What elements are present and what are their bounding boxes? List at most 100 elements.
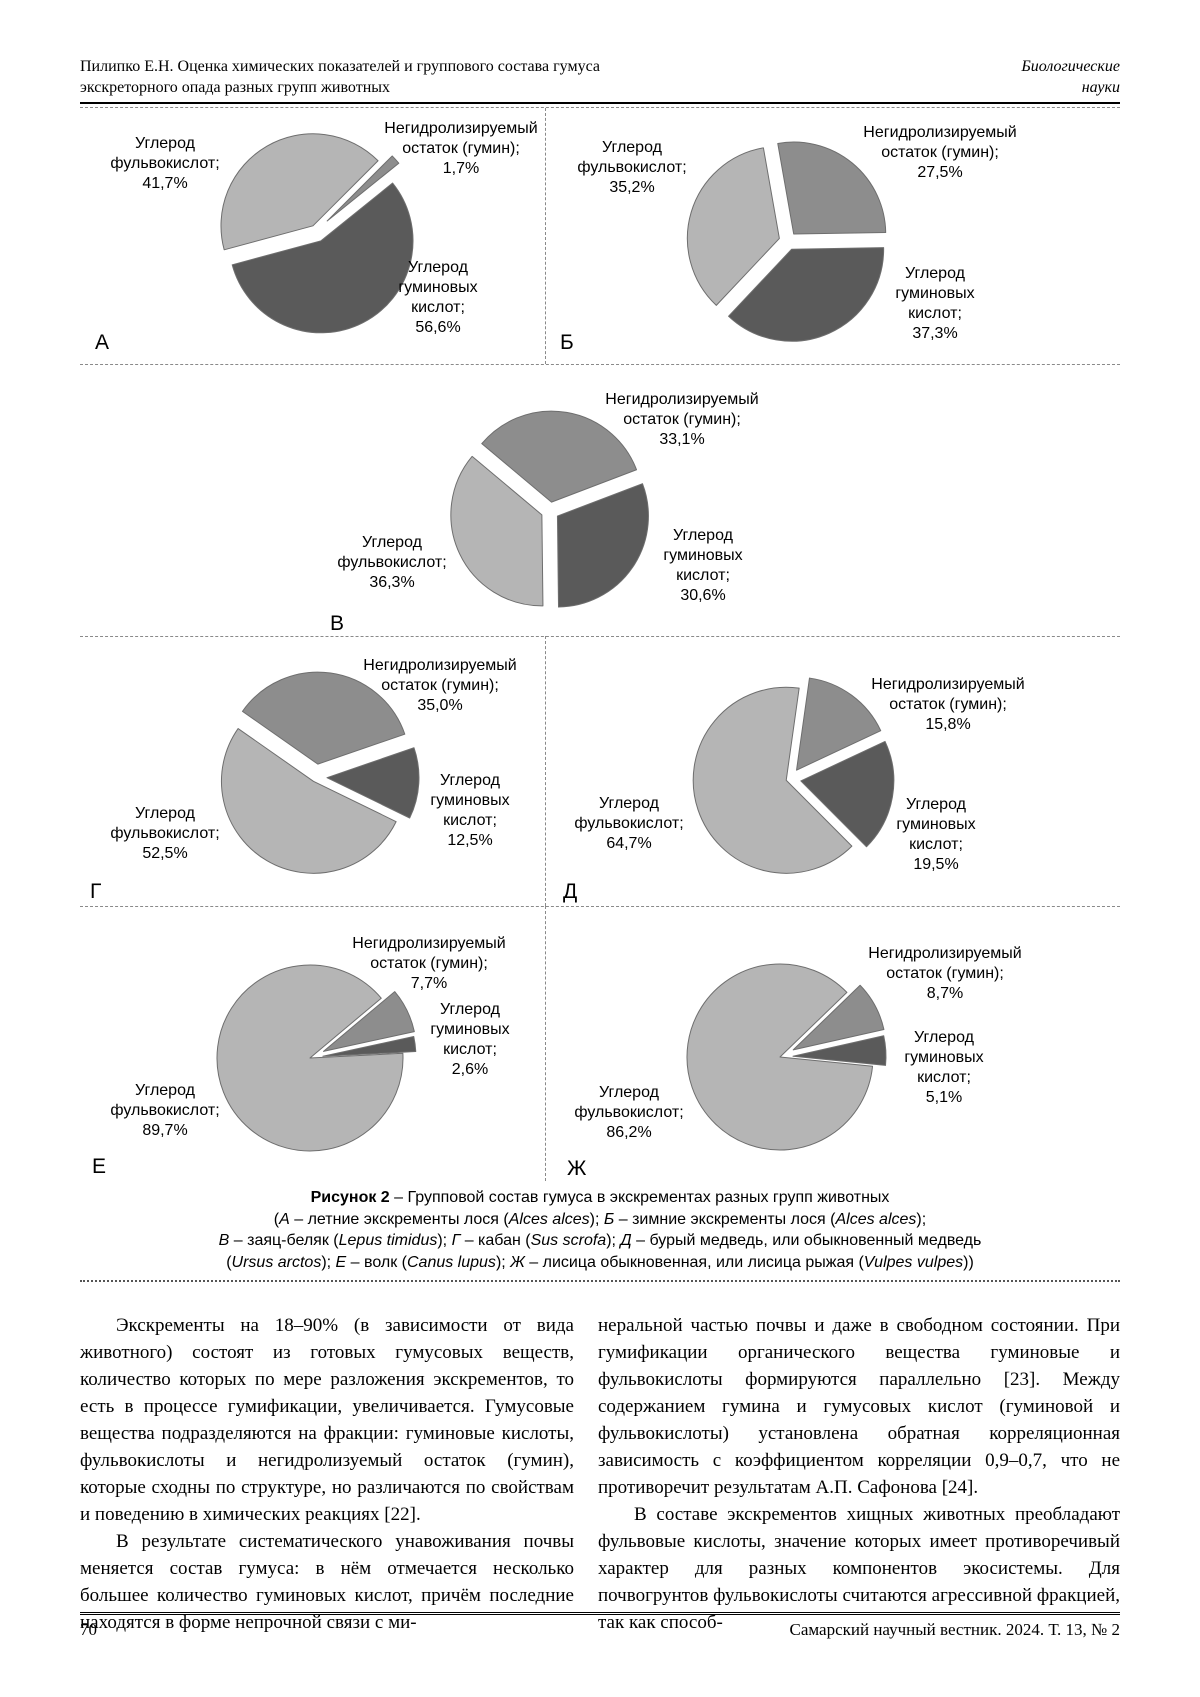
slice-label-name: Углерод фульвокислот; — [337, 534, 447, 571]
slice-label-value: 8,7% — [926, 985, 964, 1002]
slice-label-value: 64,7% — [606, 835, 652, 852]
slice-label-name: Углерод фульвокислот; — [574, 795, 684, 832]
article-body: Экскременты на 18–90% (в зависимости от … — [80, 1312, 1120, 1636]
pie-slice-fulvic — [216, 964, 404, 1152]
slice-label-fulvic: Углерод фульвокислот; 64,7% — [552, 794, 707, 854]
slice-label-name: Углерод гуминовых кислот; — [895, 265, 975, 322]
slice-label-humic: Углерод гуминовых кислот; 5,1% — [877, 1028, 1012, 1108]
slice-label-humin: Негидролизируемый остаток (гумин); 15,8% — [853, 675, 1043, 735]
slice-label-value: 19,5% — [913, 856, 959, 873]
paragraph: неральной частью почвы и даже в свободно… — [598, 1315, 1120, 1498]
section-name: Биологические науки — [1021, 56, 1120, 98]
slice-label-name: Углерод гуминовых кислот; — [896, 796, 976, 853]
slice-label-name: Негидролизируемый остаток (гумин); — [863, 124, 1017, 161]
pie-slice-humic — [792, 1035, 887, 1066]
journal-name: Самарский научный вестник. 2024. Т. 13, … — [789, 1620, 1121, 1639]
slice-label-value: 35,0% — [417, 697, 463, 714]
slice-label-name: Углерод гуминовых кислот; — [430, 772, 510, 829]
slice-label-value: 35,2% — [609, 179, 655, 196]
slice-label-humin: Негидролизируемый остаток (гумин); 35,0% — [345, 656, 535, 716]
slice-label-name: Негидролизируемый остаток (гумин); — [352, 935, 506, 972]
slice-label-fulvic: Углерод фульвокислот; 35,2% — [555, 138, 710, 198]
caption-divider — [80, 1280, 1120, 1282]
running-title-line2: экскреторного опада разных групп животны… — [80, 79, 390, 96]
slice-label-fulvic: Углерод фульвокислот; 41,7% — [88, 134, 243, 194]
body-column-right: неральной частью почвы и даже в свободно… — [598, 1312, 1120, 1636]
figure-grid-line-h — [80, 364, 1120, 365]
slice-label-humic: Углерод гуминовых кислот; 37,3% — [868, 264, 1003, 344]
figure-grid-line-v — [545, 636, 546, 906]
slice-label-name: Негидролизируемый остаток (гумин); — [605, 391, 759, 428]
pie-chart-Г — [220, 671, 420, 874]
pie-slice-humic — [231, 182, 414, 334]
slice-label-name: Негидролизируемый остаток (гумин); — [363, 657, 517, 694]
page-number: 70 — [80, 1620, 97, 1639]
slice-label-value: 5,1% — [925, 1089, 963, 1106]
pie-slice-humin — [796, 677, 882, 771]
slice-label-name: Углерод фульвокислот; — [574, 1084, 684, 1121]
figure-grid-line-v — [545, 108, 546, 364]
slice-label-humin: Негидролизируемый остаток (гумин); 1,7% — [366, 119, 556, 179]
section-name-line2: науки — [1081, 79, 1120, 96]
pie-slice-fulvic — [220, 728, 397, 874]
slice-label-name: Углерод фульвокислот; — [577, 139, 687, 176]
paragraph: В результате систематического унавоживан… — [80, 1531, 574, 1633]
slice-label-humic: Углерод гуминовых кислот; 56,6% — [371, 258, 506, 338]
slice-label-fulvic: Углерод фульвокислот; 86,2% — [552, 1083, 707, 1143]
figure-caption: Рисунок 2 – Групповой состав гумуса в эк… — [80, 1187, 1120, 1273]
chart-letter-Ж: Ж — [567, 1157, 587, 1180]
slice-label-name: Негидролизируемый остаток (гумин); — [384, 120, 538, 157]
slice-label-name: Углерод фульвокислот; — [110, 135, 220, 172]
slice-label-value: 33,1% — [659, 431, 705, 448]
paragraph: Экскременты на 18–90% (в зависимости от … — [80, 1315, 574, 1525]
slice-label-fulvic: Углерод фульвокислот; 89,7% — [88, 1081, 243, 1141]
pie-slice-fulvic — [686, 963, 874, 1151]
slice-label-humic: Углерод гуминовых кислот; 19,5% — [869, 795, 1004, 875]
pie-chart-А — [220, 133, 414, 334]
slice-label-name: Углерод гуминовых кислот; — [904, 1029, 984, 1086]
chart-letter-Д: Д — [563, 880, 578, 903]
slice-label-name: Углерод гуминовых кислот; — [663, 527, 743, 584]
paragraph: В составе экскрементов хищных животных п… — [598, 1504, 1120, 1633]
slice-label-name: Углерод гуминовых кислот; — [430, 1001, 510, 1058]
pie-slice-humin — [241, 671, 406, 765]
slice-label-humic: Углерод гуминовых кислот; 30,6% — [636, 526, 771, 606]
caption-line: (Ursus arctos); Е – волк (Canus lupus); … — [226, 1253, 974, 1271]
figure-grid-line-h — [80, 906, 1120, 907]
slice-label-value: 37,3% — [912, 325, 958, 342]
slice-label-fulvic: Углерод фульвокислот; 36,3% — [315, 533, 470, 593]
pie-slice-fulvic — [692, 686, 853, 874]
slice-label-value: 27,5% — [917, 164, 963, 181]
slice-label-name: Углерод фульвокислот; — [110, 1082, 220, 1119]
running-title: Пилипко Е.Н. Оценка химических показател… — [80, 56, 600, 98]
pie-chart-Д — [692, 677, 895, 874]
chart-letter-Б: Б — [560, 331, 574, 354]
slice-label-value: 52,5% — [142, 845, 188, 862]
chart-letter-Е: Е — [92, 1155, 107, 1178]
pie-chart-Е — [216, 964, 417, 1152]
slice-label-value: 41,7% — [142, 175, 188, 192]
slice-label-humin: Негидролизируемый остаток (гумин); 27,5% — [845, 123, 1035, 183]
pie-slice-humin — [481, 410, 638, 503]
running-title-line1: Пилипко Е.Н. Оценка химических показател… — [80, 58, 600, 75]
pie-slice-fulvic — [450, 455, 544, 607]
pie-slice-humin — [326, 155, 400, 222]
pie-slice-humic — [800, 740, 895, 848]
body-column-left: Экскременты на 18–90% (в зависимости от … — [80, 1312, 574, 1636]
slice-label-value: 7,7% — [410, 975, 448, 992]
chart-letter-А: А — [95, 331, 110, 354]
slice-label-value: 30,6% — [680, 587, 726, 604]
slice-label-humic: Углерод гуминовых кислот; 12,5% — [403, 771, 538, 851]
chart-letter-Г: Г — [90, 880, 102, 903]
figure-grid-line-h — [80, 636, 1120, 637]
slice-label-name: Негидролизируемый остаток (гумин); — [868, 945, 1022, 982]
section-name-line1: Биологические — [1021, 58, 1120, 75]
pie-slice-humin — [322, 991, 415, 1052]
pie-slice-humin — [792, 984, 885, 1051]
figure-2-pie-charts: Негидролизируемый остаток (гумин); 1,7% Уг… — [80, 107, 1120, 1181]
slice-label-value: 12,5% — [447, 832, 493, 849]
slice-label-name: Углерод гуминовых кислот; — [398, 259, 478, 316]
caption-line: (А – летние экскременты лося (Alces alce… — [273, 1210, 927, 1228]
slice-label-value: 15,8% — [925, 716, 971, 733]
